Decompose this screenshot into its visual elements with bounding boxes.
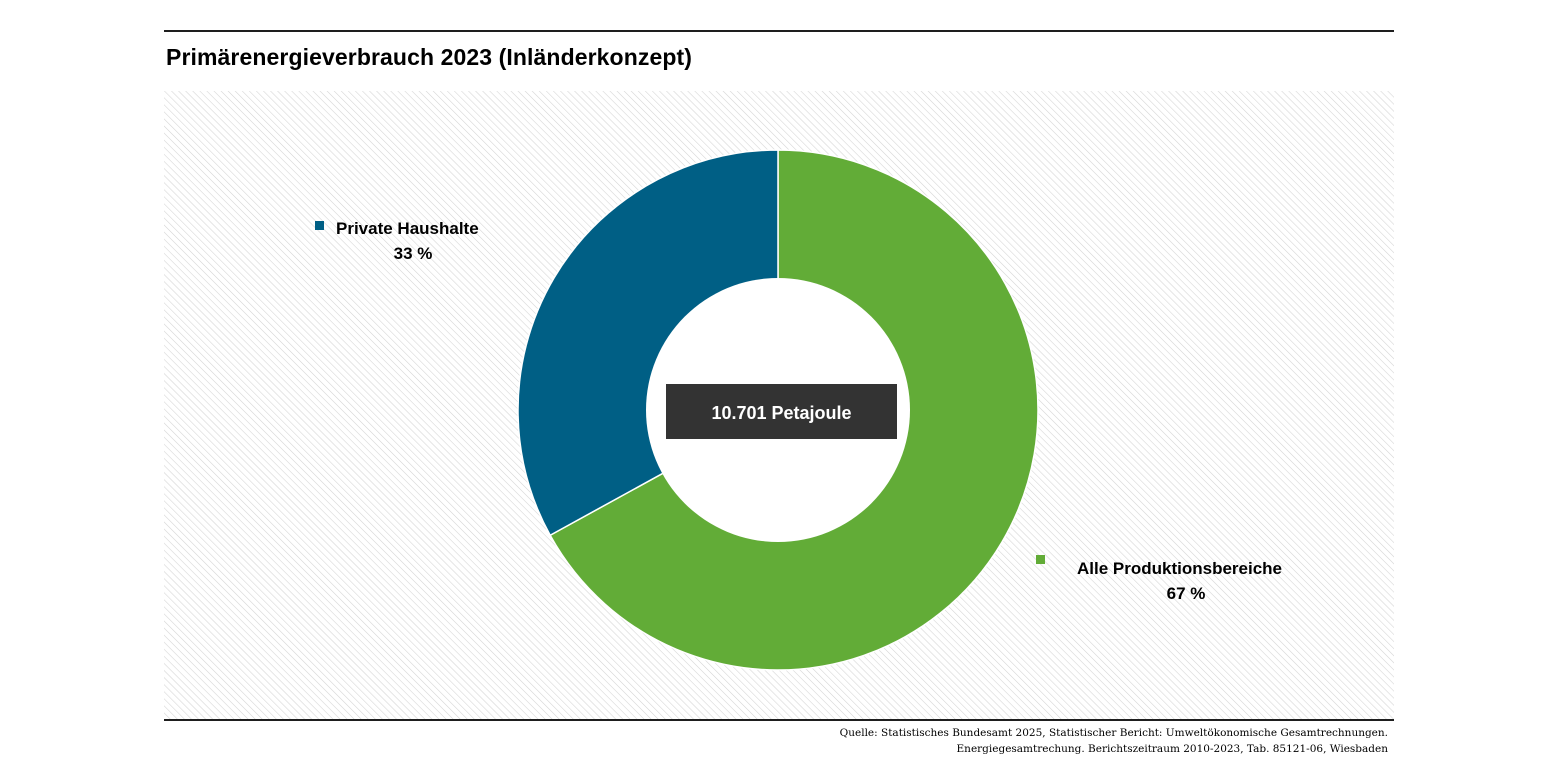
legend-marker-alle-produktionsbereiche [1036,555,1045,564]
data-label-alle-produktionsbereiche: 67 % [1167,584,1206,603]
chart-title: Primärenergieverbrauch 2023 (Inländerkon… [166,44,693,70]
legend-label-alle-produktionsbereiche: Alle Produktionsbereiche [1077,559,1282,578]
legend-marker-private-haushalte [315,221,324,230]
plot-area: 10.701 Petajoule Private Haushalte 33 % … [164,91,1394,719]
source-line-1: Quelle: Statistisches Bundesamt 2025, St… [839,727,1388,739]
bottom-rule [164,719,1394,721]
source-note: Quelle: Statistisches Bundesamt 2025, St… [840,725,1388,757]
center-total-label: 10.701 Petajoule [666,384,897,439]
legend-private-haushalte: Private Haushalte 33 % [315,219,479,263]
center-total-box [666,384,897,439]
data-label-private-haushalte: 33 % [394,244,433,263]
legend-label-private-haushalte: Private Haushalte [336,219,479,238]
legend-alle-produktionsbereiche: Alle Produktionsbereiche 67 % [1036,555,1282,603]
donut-chart: 10.701 Petajoule Private Haushalte 33 % … [164,91,1394,719]
center-total-text: 10.701 Petajoule [711,403,851,423]
top-rule [164,30,1394,32]
source-line-2: Energiegesamtrechung. Berichtszeitraum 2… [956,743,1388,755]
